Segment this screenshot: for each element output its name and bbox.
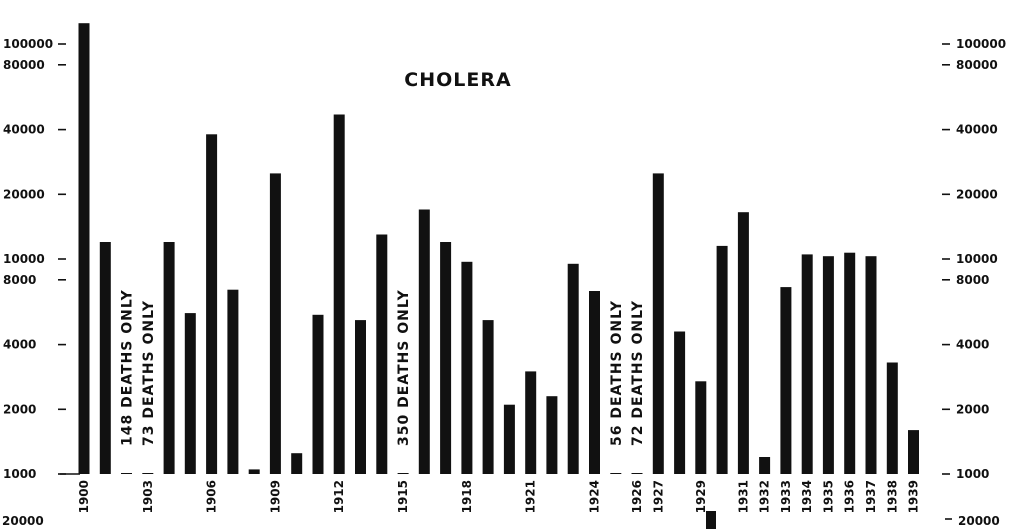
x-tick-label: 1939	[907, 480, 921, 513]
x-tick-label: 1912	[332, 480, 346, 513]
annotation-1902: 148 DEATHS ONLY	[120, 289, 136, 446]
y-tick-label-left: 80000	[3, 58, 45, 72]
bar-1918	[461, 261, 473, 474]
bar-1913	[355, 320, 366, 474]
y-tick-label-right: 4000	[956, 338, 989, 352]
y-tick-label-left: 4000	[3, 338, 36, 352]
bar-1900	[78, 23, 90, 474]
x-tick-label: 1903	[141, 480, 155, 513]
y-tick-label-right: 20000	[956, 187, 998, 201]
x-tick-label: 1933	[779, 480, 793, 513]
y-axis-right: 100000 80000 40000 20000 10000 8000 4000 2000 10…	[942, 37, 1006, 520]
bar-1903	[142, 473, 154, 474]
y-tick-label-right: 2000	[956, 402, 989, 416]
bar-1901	[99, 242, 111, 474]
bar-1914	[376, 234, 388, 474]
x-tick-label: 1929	[694, 480, 708, 513]
bar-1910	[291, 453, 303, 474]
x-axis: 1900 1903 1906 1909 1912 1915 1918 1921 1924 1926…	[60, 473, 921, 513]
annotations: 148 DEATHS ONLY 73 DEATHS ONLY 350 DEATHS …	[120, 289, 646, 446]
bar-1906	[206, 134, 218, 475]
bar-1917	[440, 242, 452, 474]
bar-1932	[759, 457, 771, 474]
bottom-left-label: 20000	[2, 514, 44, 528]
x-tick-label: 1937	[864, 480, 878, 513]
bar-1905	[184, 313, 196, 474]
y-tick-label-left: 40000	[3, 123, 45, 137]
y-tick-label-right: 8000	[956, 273, 989, 287]
bar-1938	[886, 362, 898, 474]
x-tick-label: 1918	[460, 480, 474, 513]
chart-title: CHOLERA	[404, 69, 511, 91]
bar-1925	[610, 473, 622, 474]
y-axis-left: 100000 80000 40000 20000 10000 8000 4000 2000 10…	[3, 37, 66, 481]
bar-1930-lower-marker	[706, 511, 716, 529]
bar-1911	[312, 314, 324, 474]
y-tick-label-right: 10000	[956, 252, 998, 266]
bar-1933	[780, 287, 792, 474]
annotation-1903: 73 DEATHS ONLY	[141, 300, 157, 446]
x-tick-label: 1936	[843, 480, 857, 513]
bar-1930	[716, 245, 728, 474]
bar-1936	[844, 252, 856, 474]
bar-1902	[121, 473, 132, 474]
x-tick-label: 1900	[77, 480, 91, 513]
bar-1921	[525, 371, 537, 474]
y-tick-label-left: 10000	[3, 252, 45, 266]
x-tick-label: 1921	[524, 480, 538, 513]
bar-1929	[695, 381, 707, 474]
y-tick-label-right: 1000	[956, 467, 989, 481]
bar-1920	[503, 404, 515, 474]
bar-1923	[567, 263, 579, 474]
annotation-1915: 350 DEATHS ONLY	[396, 289, 412, 446]
bar-1937	[865, 256, 877, 474]
y-tick-label-left: 2000	[3, 402, 36, 416]
x-tick-label: 1909	[268, 480, 282, 513]
annotation-1926: 72 DEATHS ONLY	[630, 300, 646, 446]
y-tick-label-left: 1000	[3, 467, 36, 481]
bar-1916	[418, 209, 430, 474]
bars	[78, 23, 919, 529]
bar-1909	[269, 173, 281, 474]
x-tick-label: 1927	[651, 480, 665, 513]
x-tick-label: 1924	[587, 480, 601, 513]
x-tick-label: 1926	[630, 480, 644, 513]
y-tick-label-right: 100000	[956, 37, 1006, 51]
bar-1931	[737, 212, 749, 474]
bar-1912	[333, 114, 345, 474]
bar-1915	[397, 473, 409, 474]
bar-1908	[248, 469, 260, 474]
bottom-right-label: 20000	[958, 514, 1000, 528]
x-tick-label: 1935	[821, 480, 835, 513]
y-tick-label-left: 8000	[3, 273, 36, 287]
bar-1924	[589, 291, 600, 474]
x-tick-label: 1931	[736, 480, 750, 513]
bar-1935	[822, 256, 834, 474]
y-tick-label-right: 40000	[956, 123, 998, 137]
bar-1926	[631, 473, 643, 474]
x-tick-label: 1915	[396, 480, 410, 513]
bar-1907	[227, 289, 239, 474]
bar-1922	[546, 396, 558, 474]
bar-1904	[163, 242, 175, 474]
bar-1927	[652, 173, 664, 474]
annotation-1925: 56 DEATHS ONLY	[609, 300, 625, 446]
bar-1928	[674, 331, 686, 474]
y-tick-label-right: 80000	[956, 58, 998, 72]
y-tick-label-left: 100000	[3, 37, 53, 51]
x-tick-label: 1906	[205, 480, 219, 513]
bar-1939	[908, 430, 919, 474]
bar-1919	[482, 320, 494, 474]
x-tick-label: 1934	[800, 480, 814, 513]
bar-1934	[801, 254, 813, 474]
x-tick-label: 1932	[758, 480, 772, 513]
y-tick-label-left: 20000	[3, 187, 45, 201]
x-tick-label: 1938	[885, 480, 899, 513]
